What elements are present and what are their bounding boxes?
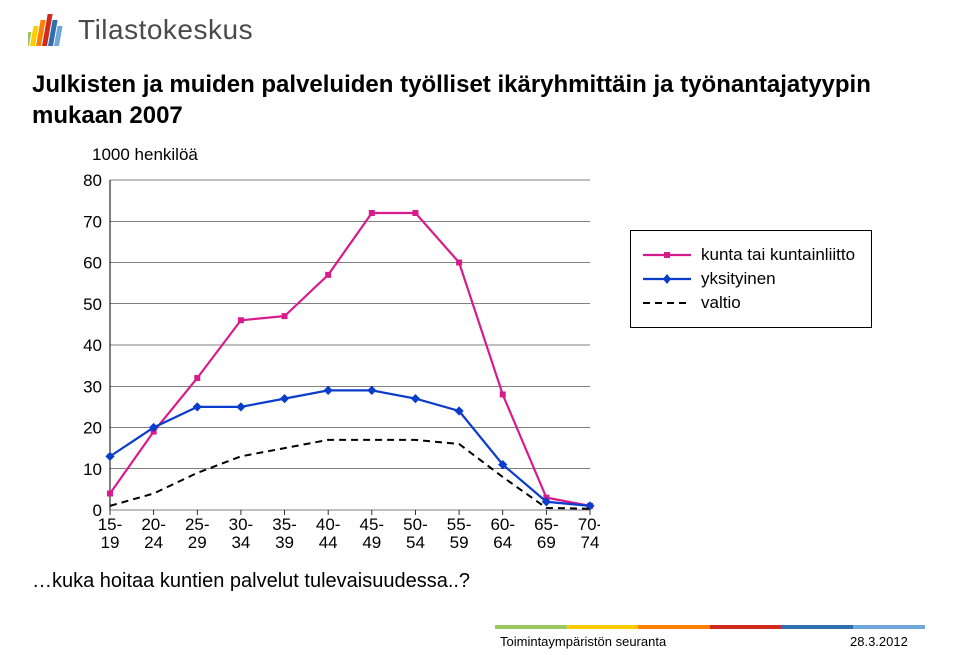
legend-item: kunta tai kuntainliitto [643, 245, 855, 265]
logo-icon [28, 12, 68, 48]
footer-left-text: Toimintaympäristön seuranta [500, 634, 666, 649]
svg-text:59: 59 [450, 533, 469, 552]
legend-label: yksityinen [701, 269, 776, 289]
footer-bar-segment [853, 625, 925, 629]
footer-right-text: 28.3.2012 [850, 634, 908, 649]
legend-item: yksityinen [643, 269, 855, 289]
svg-text:10: 10 [83, 460, 102, 479]
svg-text:55-: 55- [447, 515, 472, 534]
svg-text:39: 39 [275, 533, 294, 552]
svg-text:70-: 70- [578, 515, 600, 534]
svg-text:30: 30 [83, 377, 102, 396]
svg-text:60-: 60- [490, 515, 515, 534]
footer-bar-segment [495, 625, 567, 629]
svg-text:44: 44 [319, 533, 338, 552]
svg-text:15-: 15- [98, 515, 123, 534]
svg-text:60: 60 [83, 254, 102, 273]
svg-text:50-: 50- [403, 515, 428, 534]
svg-text:45-: 45- [360, 515, 385, 534]
svg-text:35-: 35- [272, 515, 297, 534]
chart: 0102030405060708015-1920-2425-2930-3435-… [60, 170, 600, 580]
logo-text: Tilastokeskus [78, 14, 253, 46]
svg-text:74: 74 [581, 533, 600, 552]
footer-bar-segment [567, 625, 639, 629]
svg-text:54: 54 [406, 533, 425, 552]
footer-color-bar [495, 625, 925, 629]
svg-text:29: 29 [188, 533, 207, 552]
svg-text:25-: 25- [185, 515, 210, 534]
svg-text:70: 70 [83, 212, 102, 231]
svg-text:49: 49 [362, 533, 381, 552]
svg-text:19: 19 [101, 533, 120, 552]
svg-text:40: 40 [83, 336, 102, 355]
chart-subtitle: 1000 henkilöä [92, 145, 198, 165]
footer-bar-segment [710, 625, 782, 629]
footer-bar-segment [782, 625, 854, 629]
svg-text:40-: 40- [316, 515, 341, 534]
svg-text:20: 20 [83, 419, 102, 438]
logo: Tilastokeskus [28, 12, 253, 48]
svg-text:30-: 30- [229, 515, 254, 534]
footer-bar-segment [638, 625, 710, 629]
legend-label: valtio [701, 293, 741, 313]
legend-label: kunta tai kuntainliitto [701, 245, 855, 265]
footnote: …kuka hoitaa kuntien palvelut tulevaisuu… [32, 570, 470, 593]
chart-svg: 0102030405060708015-1920-2425-2930-3435-… [60, 170, 600, 575]
legend: kunta tai kuntainliitto yksityinen valtio [630, 230, 872, 328]
svg-text:64: 64 [493, 533, 512, 552]
svg-text:20-: 20- [141, 515, 166, 534]
svg-text:65-: 65- [534, 515, 559, 534]
svg-text:50: 50 [83, 295, 102, 314]
svg-text:69: 69 [537, 533, 556, 552]
svg-text:34: 34 [231, 533, 250, 552]
legend-swatch [643, 271, 691, 287]
svg-text:80: 80 [83, 171, 102, 190]
legend-swatch [643, 247, 691, 263]
page-title: Julkisten ja muiden palveluiden työllise… [32, 70, 912, 131]
legend-item: valtio [643, 293, 855, 313]
legend-swatch [643, 295, 691, 311]
svg-text:24: 24 [144, 533, 163, 552]
